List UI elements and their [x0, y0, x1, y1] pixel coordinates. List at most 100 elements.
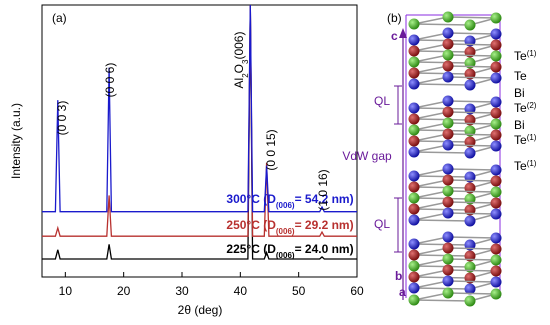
atom	[442, 71, 454, 83]
layer-label: Te(1)	[514, 159, 537, 174]
bracket-label: QL	[374, 217, 390, 231]
atom	[408, 146, 420, 158]
atom	[490, 39, 502, 51]
atom	[464, 79, 476, 91]
atom	[408, 135, 420, 147]
atom	[490, 72, 502, 84]
atom	[442, 207, 454, 219]
bond	[413, 32, 497, 42]
atom	[408, 56, 420, 68]
atom	[464, 19, 476, 31]
bond	[413, 258, 497, 268]
bond	[413, 168, 497, 178]
atom	[490, 28, 502, 40]
atom	[490, 96, 502, 108]
atom	[490, 118, 502, 130]
atom	[490, 140, 502, 152]
atom	[408, 78, 420, 90]
atom	[490, 288, 502, 300]
atom	[442, 231, 454, 243]
bond	[413, 100, 497, 110]
layer-label: Te(1)	[514, 133, 537, 148]
atom	[408, 113, 420, 125]
atom	[442, 275, 454, 287]
xrd-pattern	[42, 4, 357, 213]
series-label: 250°C (D(006)= 29.2 nm)	[226, 218, 353, 236]
bond	[413, 179, 497, 189]
peak-annotation: (0 0 3)	[55, 101, 69, 136]
x-tick-label: 30	[175, 284, 189, 298]
atom	[490, 265, 502, 277]
layer-label: Bi	[514, 118, 525, 132]
atom	[442, 60, 454, 72]
atom	[408, 271, 420, 283]
peak-annotation-part: Al	[232, 78, 246, 89]
atom	[442, 106, 454, 118]
layer-label-part: (1)	[527, 159, 537, 168]
layer-label-part: Bi	[514, 118, 525, 132]
atom	[490, 197, 502, 209]
atom	[490, 164, 502, 176]
bond	[413, 236, 497, 246]
x-axis-label: 2θ (deg)	[178, 303, 223, 317]
bond	[413, 201, 497, 211]
peak-annotation-part: (006)	[232, 32, 246, 60]
atom	[408, 203, 420, 215]
series-label-part: 225°C (D	[226, 242, 276, 256]
atom	[408, 238, 420, 250]
peak-annotation: (1 0 16)	[316, 169, 330, 210]
series-label: 225°C (D(006)= 24.0 nm)	[226, 242, 353, 260]
layer-label-part: Te	[514, 49, 527, 63]
atom	[490, 12, 502, 24]
atom	[408, 67, 420, 79]
axis-letter: a	[399, 285, 406, 299]
bond	[413, 292, 497, 302]
layer-label: Te(1)	[514, 49, 537, 64]
bond	[413, 133, 497, 143]
series-label-part: = 24.0 nm)	[295, 242, 354, 256]
atom	[464, 295, 476, 307]
peak-annotation-part: (1 0 16)	[316, 169, 330, 210]
x-tick-label: 60	[350, 284, 364, 298]
layer-label: Te	[514, 69, 527, 83]
y-axis-label: Intensity (a.u.)	[9, 103, 23, 179]
bond	[413, 247, 497, 257]
peak-annotation-part: (0 0 6)	[103, 63, 117, 98]
atom	[408, 170, 420, 182]
atom	[408, 102, 420, 114]
atom	[408, 249, 420, 261]
atom	[442, 117, 454, 129]
atom	[442, 264, 454, 276]
layer-label: Bi	[514, 86, 525, 100]
atom	[408, 214, 420, 226]
layer-label-part: (2)	[527, 101, 537, 110]
axis-letter: b	[395, 269, 402, 283]
bond	[413, 16, 497, 26]
panel-label: (b)	[387, 11, 402, 25]
x-tick-label: 50	[292, 284, 306, 298]
atom	[442, 196, 454, 208]
atom	[464, 283, 476, 295]
atom	[442, 139, 454, 151]
bond	[413, 76, 497, 86]
atom	[408, 260, 420, 272]
bond	[413, 54, 497, 64]
bond	[413, 144, 497, 154]
atom	[408, 124, 420, 136]
panel-label: (a)	[52, 11, 67, 25]
bracket-label: VdW gap	[342, 149, 392, 163]
bond	[413, 280, 497, 290]
atom	[442, 287, 454, 299]
atom	[442, 95, 454, 107]
series-label-part: (006)	[276, 201, 295, 210]
atom	[442, 185, 454, 197]
bond	[413, 65, 497, 75]
atom	[490, 107, 502, 119]
atom	[442, 27, 454, 39]
peak-annotation-part: 3	[241, 59, 250, 64]
atom	[408, 34, 420, 46]
atom	[408, 282, 420, 294]
layer-label-part: (1)	[527, 133, 537, 142]
series-label-part: 250°C (D	[226, 218, 276, 232]
